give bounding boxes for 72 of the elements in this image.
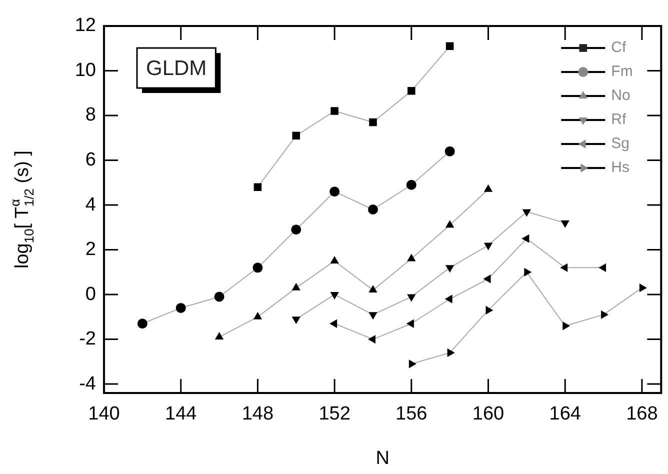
- point: [330, 186, 340, 197]
- point: [176, 302, 186, 313]
- point: [369, 118, 377, 126]
- point: [214, 332, 224, 340]
- legend-label: Fm: [611, 63, 633, 80]
- point: [368, 312, 378, 320]
- point: [639, 283, 647, 292]
- y-tick-label: 0: [85, 284, 96, 305]
- point: [406, 180, 416, 190]
- point: [445, 220, 454, 228]
- y-tick-label: -2: [79, 328, 96, 350]
- point: [446, 42, 454, 50]
- x-tick-label: 160: [472, 404, 504, 425]
- point: [368, 334, 376, 344]
- point: [560, 220, 570, 228]
- x-tick-label: 144: [164, 404, 198, 425]
- x-tick-label: 152: [318, 404, 350, 425]
- point: [562, 322, 570, 330]
- legend-label: Sg: [611, 135, 630, 152]
- y-tick-label: 2: [85, 239, 96, 260]
- point: [444, 294, 452, 304]
- point: [447, 348, 455, 358]
- x-tick-label: 148: [242, 404, 274, 425]
- y-tick-label: 10: [74, 60, 96, 81]
- x-axis-title: N: [376, 448, 390, 469]
- point: [330, 256, 339, 264]
- point: [486, 306, 494, 315]
- y-tick-label: 12: [74, 15, 96, 36]
- x-tick-label: 140: [88, 404, 120, 425]
- point: [368, 204, 378, 214]
- y-tick-label: -4: [79, 373, 96, 394]
- point: [444, 146, 455, 156]
- point: [522, 209, 531, 217]
- x-tick-label: 164: [549, 404, 582, 425]
- y-tick-label: 8: [85, 104, 96, 126]
- point: [330, 292, 339, 300]
- point: [560, 263, 568, 272]
- y-tick-label: 4: [85, 194, 96, 216]
- point: [408, 360, 416, 368]
- y-tick-label: 6: [85, 150, 96, 171]
- point: [292, 132, 300, 140]
- point: [252, 262, 263, 273]
- legend-label: Hs: [611, 159, 630, 176]
- point: [137, 318, 148, 329]
- point: [445, 265, 454, 273]
- point: [407, 254, 416, 262]
- legend-label: Rf: [611, 111, 627, 128]
- point: [601, 310, 609, 320]
- point: [292, 316, 300, 324]
- point: [407, 294, 416, 302]
- point: [368, 285, 378, 293]
- legend-label: Cf: [611, 39, 627, 56]
- point: [291, 224, 302, 235]
- y-axis-title: log10[ Tα1/2 (s) ]: [7, 150, 37, 269]
- point: [524, 268, 532, 276]
- annotation: GLDM: [146, 56, 207, 80]
- point: [330, 107, 338, 115]
- point: [330, 319, 338, 328]
- point: [254, 183, 262, 192]
- legend-label: No: [611, 87, 630, 104]
- point: [484, 184, 493, 192]
- point: [253, 312, 262, 320]
- point: [408, 87, 416, 95]
- point: [483, 274, 491, 284]
- point: [522, 234, 530, 243]
- point: [484, 242, 493, 250]
- point: [598, 263, 606, 272]
- x-tick-label: 168: [626, 404, 658, 425]
- x-tick-label: 156: [396, 404, 428, 425]
- point: [406, 319, 414, 328]
- point: [292, 282, 300, 290]
- point: [214, 292, 224, 302]
